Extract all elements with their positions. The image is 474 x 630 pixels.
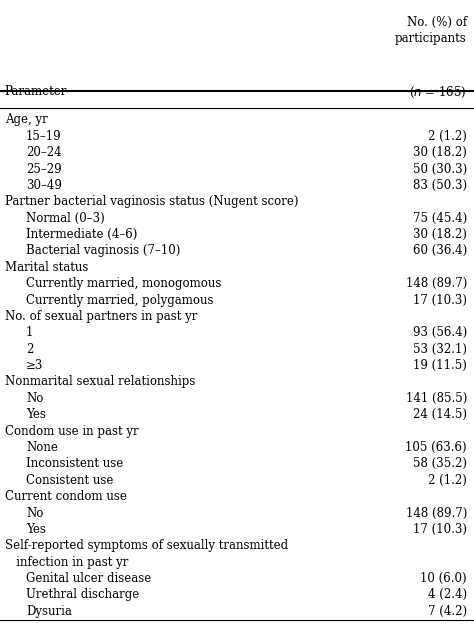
Text: Inconsistent use: Inconsistent use <box>26 457 123 471</box>
Text: 105 (63.6): 105 (63.6) <box>405 441 467 454</box>
Text: No. of sexual partners in past yr: No. of sexual partners in past yr <box>5 310 197 323</box>
Text: 141 (85.5): 141 (85.5) <box>406 392 467 405</box>
Text: 25–29: 25–29 <box>26 163 62 176</box>
Text: Marital status: Marital status <box>5 261 88 274</box>
Text: 17 (10.3): 17 (10.3) <box>413 523 467 536</box>
Text: Genital ulcer disease: Genital ulcer disease <box>26 572 151 585</box>
Text: infection in past yr: infection in past yr <box>5 556 128 569</box>
Text: Bacterial vaginosis (7–10): Bacterial vaginosis (7–10) <box>26 244 181 258</box>
Text: Urethral discharge: Urethral discharge <box>26 588 139 602</box>
Text: None: None <box>26 441 58 454</box>
Text: 24 (14.5): 24 (14.5) <box>413 408 467 421</box>
Text: 19 (11.5): 19 (11.5) <box>413 359 467 372</box>
Text: 75 (45.4): 75 (45.4) <box>413 212 467 225</box>
Text: 20–24: 20–24 <box>26 146 62 159</box>
Text: participants: participants <box>395 32 467 45</box>
Text: 2 (1.2): 2 (1.2) <box>428 130 467 143</box>
Text: Self-reported symptoms of sexually transmitted: Self-reported symptoms of sexually trans… <box>5 539 288 553</box>
Text: Dysuria: Dysuria <box>26 605 72 618</box>
Text: Current condom use: Current condom use <box>5 490 127 503</box>
Text: Age, yr: Age, yr <box>5 113 47 127</box>
Text: Currently married, polygamous: Currently married, polygamous <box>26 294 214 307</box>
Text: 148 (89.7): 148 (89.7) <box>406 507 467 520</box>
Text: 7 (4.2): 7 (4.2) <box>428 605 467 618</box>
Text: 4 (2.4): 4 (2.4) <box>428 588 467 602</box>
Text: No: No <box>26 392 44 405</box>
Text: ≥3: ≥3 <box>26 359 44 372</box>
Text: 83 (50.3): 83 (50.3) <box>413 179 467 192</box>
Text: 2: 2 <box>26 343 34 356</box>
Text: 1: 1 <box>26 326 34 340</box>
Text: 30 (18.2): 30 (18.2) <box>413 228 467 241</box>
Text: Yes: Yes <box>26 523 46 536</box>
Text: Parameter: Parameter <box>5 85 67 98</box>
Text: 148 (89.7): 148 (89.7) <box>406 277 467 290</box>
Text: Nonmarital sexual relationships: Nonmarital sexual relationships <box>5 375 195 389</box>
Text: 30–49: 30–49 <box>26 179 62 192</box>
Text: Currently married, monogomous: Currently married, monogomous <box>26 277 221 290</box>
Text: 17 (10.3): 17 (10.3) <box>413 294 467 307</box>
Text: Condom use in past yr: Condom use in past yr <box>5 425 138 438</box>
Text: No. (%) of: No. (%) of <box>407 16 467 29</box>
Text: 2 (1.2): 2 (1.2) <box>428 474 467 487</box>
Text: No: No <box>26 507 44 520</box>
Text: 53 (32.1): 53 (32.1) <box>413 343 467 356</box>
Text: Intermediate (4–6): Intermediate (4–6) <box>26 228 137 241</box>
Text: ($n$ = 165): ($n$ = 165) <box>410 85 467 100</box>
Text: Normal (0–3): Normal (0–3) <box>26 212 105 225</box>
Text: 15–19: 15–19 <box>26 130 62 143</box>
Text: 50 (30.3): 50 (30.3) <box>413 163 467 176</box>
Text: 10 (6.0): 10 (6.0) <box>420 572 467 585</box>
Text: Yes: Yes <box>26 408 46 421</box>
Text: Consistent use: Consistent use <box>26 474 113 487</box>
Text: 30 (18.2): 30 (18.2) <box>413 146 467 159</box>
Text: 58 (35.2): 58 (35.2) <box>413 457 467 471</box>
Text: Partner bacterial vaginosis status (Nugent score): Partner bacterial vaginosis status (Nuge… <box>5 195 298 209</box>
Text: 60 (36.4): 60 (36.4) <box>413 244 467 258</box>
Text: 93 (56.4): 93 (56.4) <box>413 326 467 340</box>
